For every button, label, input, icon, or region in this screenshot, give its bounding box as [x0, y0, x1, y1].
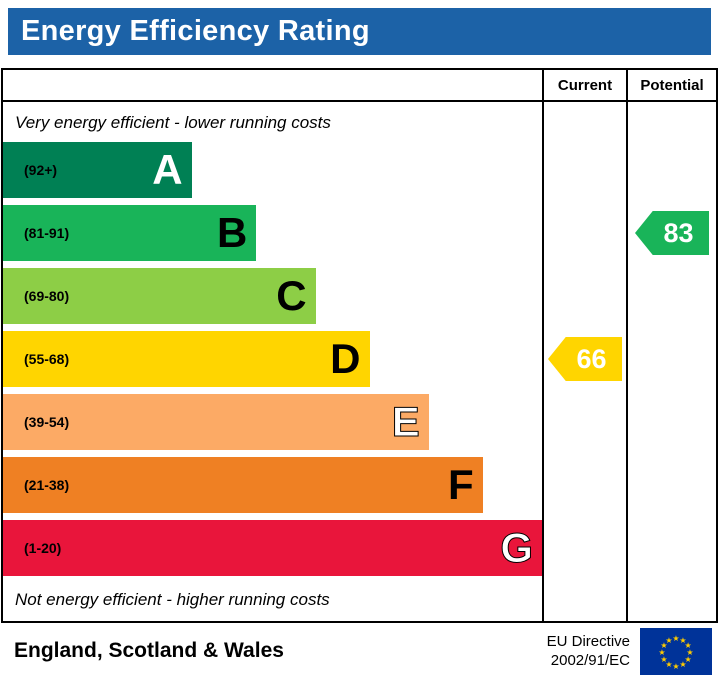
band-range-label: (92+)	[24, 162, 58, 178]
band-bar: (1-20) G	[3, 520, 542, 576]
svg-text:★: ★	[672, 662, 679, 671]
current-cell-g	[542, 520, 626, 583]
band-bar: (69-80) C	[3, 268, 316, 324]
current-cell-b	[542, 205, 626, 268]
svg-text:★: ★	[665, 635, 672, 644]
band-range-label: (55-68)	[24, 351, 70, 367]
svg-text:★: ★	[660, 641, 667, 650]
current-column-spacer-bottom	[542, 583, 626, 621]
band-row-g: (1-20) G	[3, 520, 542, 583]
svg-text:★: ★	[672, 634, 679, 643]
header-spacer-cell	[3, 70, 542, 102]
current-cell-c	[542, 268, 626, 331]
band-row-b: (81-91) B	[3, 205, 542, 268]
band-range-label: (69-80)	[24, 288, 70, 304]
potential-cell-d	[626, 331, 716, 394]
band-row-f: (21-38) F	[3, 457, 542, 520]
band-letter: E	[391, 398, 420, 445]
current-cell-f	[542, 457, 626, 520]
band-row-d: (55-68) D	[3, 331, 542, 394]
banner: Energy Efficiency Rating	[8, 8, 711, 55]
band-range-label: (39-54)	[24, 414, 70, 430]
band-row-c: (69-80) C	[3, 268, 542, 331]
svg-text:★: ★	[658, 648, 665, 657]
band-bar: (81-91) B	[3, 205, 257, 261]
svg-text:★: ★	[686, 648, 693, 657]
svg-text:★: ★	[685, 655, 692, 664]
current-cell-a	[542, 142, 626, 205]
band-range-label: (1-20)	[24, 540, 62, 556]
svg-text:★: ★	[685, 641, 692, 650]
band-letter: C	[276, 272, 307, 319]
potential-cell-b: 83	[626, 205, 716, 268]
current-column-spacer-top	[542, 102, 626, 142]
potential-cell-c	[626, 268, 716, 331]
current-column-header: Current	[542, 70, 626, 102]
band-row-e: (39-54) E	[3, 394, 542, 457]
eu-directive-line1: EU Directive	[546, 632, 630, 650]
band-bar: (92+) A	[3, 142, 192, 198]
potential-column-spacer-top	[626, 102, 716, 142]
band-bar: (21-38) F	[3, 457, 483, 513]
potential-cell-e	[626, 394, 716, 457]
potential-cell-a	[626, 142, 716, 205]
bottom-note: Not energy efficient - higher running co…	[15, 590, 330, 609]
potential-rating-pointer: 83	[635, 211, 709, 255]
potential-column-header: Potential	[626, 70, 716, 102]
band-row-a: (92+) A	[3, 142, 542, 205]
band-letter: D	[330, 335, 361, 382]
potential-column-spacer-bottom	[626, 583, 716, 621]
potential-cell-f	[626, 457, 716, 520]
eu-directive-line2: 2002/91/EC	[550, 652, 630, 669]
epc-rating-table: Current Potential Very energy efficient …	[1, 68, 718, 623]
band-bar: (39-54) E	[3, 394, 429, 450]
band-letter: A	[152, 146, 183, 193]
current-rating-pointer: 66	[548, 337, 622, 381]
band-range-label: (81-91)	[24, 225, 70, 241]
potential-cell-g	[626, 520, 716, 583]
svg-text:★: ★	[660, 655, 667, 664]
band-bar: (55-68) D	[3, 331, 370, 387]
footer: England, Scotland & Wales EU Directive 2…	[1, 623, 718, 679]
band-letter: G	[500, 524, 534, 571]
svg-text:★: ★	[665, 660, 672, 669]
top-note: Very energy efficient - lower running co…	[15, 113, 331, 132]
current-cell-e	[542, 394, 626, 457]
svg-text:★: ★	[679, 635, 686, 644]
eu-flag-icon: ★ ★ ★ ★ ★ ★ ★ ★ ★ ★ ★ ★	[640, 627, 712, 675]
eu-directive-label: EU Directive 2002/91/EC	[547, 632, 630, 671]
region-label: England, Scotland & Wales	[14, 639, 284, 662]
band-letter: B	[216, 209, 248, 256]
band-letter: F	[448, 461, 474, 508]
svg-text:★: ★	[679, 660, 686, 669]
current-cell-d: 66	[542, 331, 626, 394]
page-title: Energy Efficiency Rating	[21, 15, 370, 47]
band-range-label: (21-38)	[24, 477, 70, 493]
